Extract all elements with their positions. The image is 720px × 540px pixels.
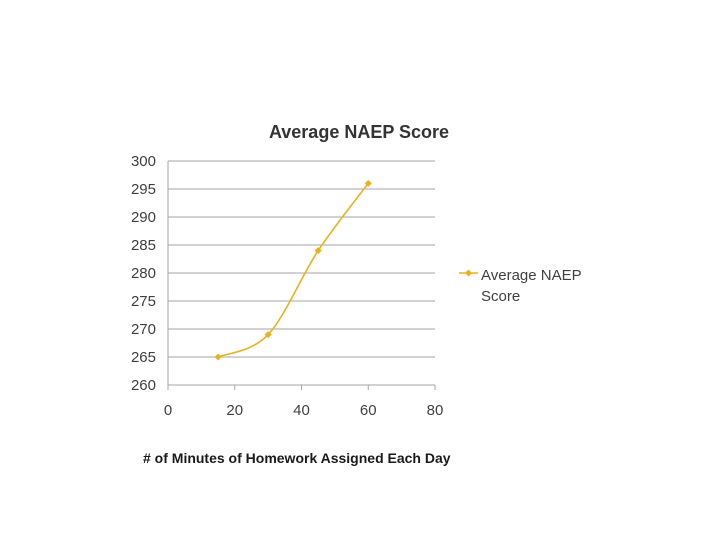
y-tick-label: 260 [131,377,156,394]
x-axis-caption: # of Minutes of Homework Assigned Each D… [143,450,451,466]
x-tick-label: 40 [293,402,310,419]
y-tick-label: 270 [131,321,156,338]
x-tick-label: 0 [164,402,172,419]
x-tick-label: 60 [360,402,377,419]
x-tick-label: 80 [427,402,444,419]
y-tick-label: 300 [131,153,156,170]
legend-swatch-marker [464,269,473,277]
series-line [217,182,369,358]
legend-label: Average NAEP Score [481,267,582,305]
series-layer [214,179,372,361]
x-tick-label: 20 [226,402,243,419]
y-tick-label: 265 [131,349,156,366]
data-point [264,331,272,339]
y-tick-label: 285 [131,237,156,254]
chart-title: Average NAEP Score [269,122,449,142]
data-point [214,353,222,361]
y-tick-label: 275 [131,293,156,310]
y-tick-label: 295 [131,181,156,198]
y-tick-label: 280 [131,265,156,282]
data-point [364,179,372,187]
x-axis-tick-labels: 0 20 40 60 80 [164,402,444,419]
data-point [314,247,322,255]
legend: Average NAEP Score [459,267,582,305]
y-tick-label: 290 [131,209,156,226]
y-axis-tick-labels: 260 265 270 275 280 285 290 295 300 [131,153,156,394]
axes [167,161,436,390]
gridlines [168,160,435,386]
